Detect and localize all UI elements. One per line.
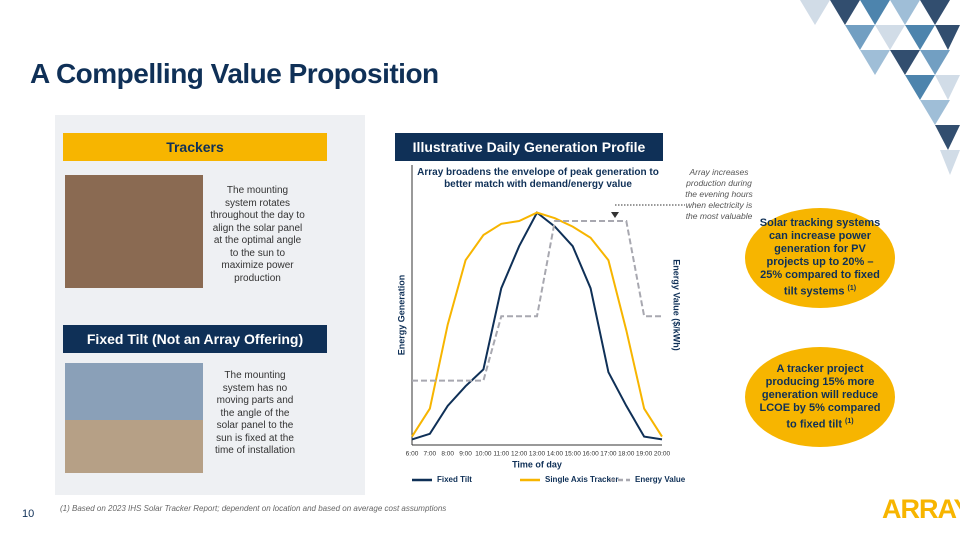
x-tick-label: 15:00 (565, 451, 582, 458)
x-tick-label: 18:00 (618, 451, 635, 458)
y2-axis-label: Energy Value ($/kWh) (672, 259, 682, 351)
annotation-arrow (611, 212, 619, 218)
x-tick-label: 7:00 (424, 451, 437, 458)
x-tick-label: 6:00 (406, 451, 419, 458)
x-tick-label: 19:00 (636, 451, 653, 458)
series-line (412, 220, 662, 382)
callout: A tracker project producing 15% more gen… (745, 347, 895, 447)
fixed-tilt-text: The mounting system has no moving parts … (214, 370, 296, 456)
x-axis-label: Time of day (512, 459, 562, 469)
fixed-tilt-heading: Fixed Tilt (Not an Array Offering) (63, 325, 327, 353)
x-tick-label: 8:00 (441, 451, 454, 458)
x-tick-label: 16:00 (582, 451, 599, 458)
logo: ARRAY (882, 494, 960, 524)
callout: Solar tracking systems can increase powe… (745, 208, 895, 308)
x-tick-label: 10:00 (475, 451, 492, 458)
x-tick-label: 14:00 (547, 451, 564, 458)
page-number: 10 (22, 508, 35, 520)
legend-label: Energy Value (635, 475, 686, 484)
callout-text: A tracker project producing 15% more gen… (759, 362, 881, 431)
chart-annotation: Array increases production during the ev… (685, 167, 753, 221)
x-tick-label: 17:00 (600, 451, 617, 458)
trackers-heading: Trackers (63, 133, 327, 161)
x-tick-label: 9:00 (459, 451, 472, 458)
ground (65, 420, 203, 473)
series-line (411, 211, 663, 438)
x-tick-label: 11:00 (493, 451, 509, 458)
trackers-text: The mounting system rotates throughout t… (210, 185, 305, 284)
callout-note: (1) (847, 285, 857, 293)
triangle-pattern (800, 0, 960, 175)
chart-title: Illustrative Daily Generation Profile (395, 133, 663, 161)
chart-subtitle: Array broadens the envelope of peak gene… (417, 167, 659, 190)
x-tick-label: 13:00 (529, 451, 546, 458)
x-tick-label: 20:00 (654, 451, 671, 458)
slide-title: A Compelling Value Proposition (30, 58, 439, 89)
y-axis-label: Energy Generation (396, 275, 406, 356)
legend-label: Single Axis Tracker (545, 475, 619, 484)
x-tick-label: 12:00 (511, 451, 528, 458)
legend-label: Fixed Tilt (437, 475, 472, 484)
tracker-photo (65, 175, 203, 288)
callout-note: (1) (845, 417, 854, 425)
footnote: (1) Based on 2023 IHS Solar Tracker Repo… (60, 504, 447, 513)
callout-text: Solar tracking systems can increase powe… (759, 217, 881, 298)
